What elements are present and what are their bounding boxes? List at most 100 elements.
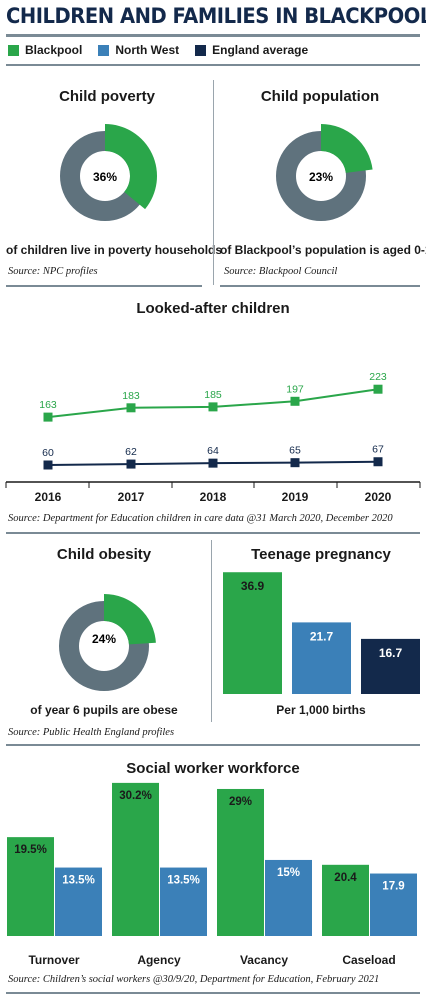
title-rule [6, 34, 420, 37]
england-label-2016: 60 [42, 447, 54, 459]
england-point-2017 [126, 459, 136, 469]
blackpool-label-2019: 197 [286, 383, 304, 395]
legend-label-england: England average [212, 43, 309, 57]
legend-item-england: England average [195, 43, 308, 57]
legend-swatch-england [195, 44, 207, 56]
legend-swatch-north-west [98, 44, 110, 56]
workforce-title: Social worker workforce [126, 760, 300, 777]
page-title: CHILDREN AND FAMILIES IN BLACKPOOL [6, 4, 426, 28]
pregnancy-label-england: 16.7 [379, 646, 403, 660]
pregnancy-bar-england [361, 638, 420, 694]
workforce-label-vacancy-blackpool: 29% [229, 796, 252, 808]
blackpool-point-2016 [43, 412, 53, 422]
poverty-caption: of children live in poverty households [6, 243, 223, 257]
blackpool-label-2018: 185 [204, 389, 222, 401]
obesity-title: Child obesity [56, 546, 152, 563]
x-tick-label-2019: 2019 [282, 490, 309, 504]
england-point-2020 [373, 457, 383, 467]
pregnancy-chart: 36.9 21.7 16.7 [223, 572, 420, 694]
workforce-label-caseload-blackpool: 20.4 [334, 872, 357, 884]
legend-rule [6, 64, 420, 66]
pregnancy-title: Teenage pregnancy [251, 546, 391, 563]
workforce-bar-turnover-north-west [55, 867, 102, 936]
obesity-source: Source: Public Health England profiles [8, 727, 175, 738]
poverty-donut: 36% [60, 124, 158, 221]
workforce-bar-turnover-blackpool [7, 837, 54, 936]
workforce-category-turnover: Turnover [28, 953, 79, 967]
blackpool-label-2020: 223 [369, 371, 387, 383]
workforce-chart: 19.5% 13.5% Turnover 30.2% 13.5% Agency 29% 15%… [7, 782, 417, 967]
looked-after-source: Source: Department for Education childre… [8, 513, 393, 524]
blackpool-point-2019 [290, 396, 300, 406]
population-caption: of Blackpool’s population is aged 0-19 [220, 243, 426, 257]
population-title: Child population [260, 88, 380, 105]
pregnancy-caption: Per 1,000 births [276, 703, 366, 717]
blackpool-label-2017: 183 [122, 390, 140, 402]
looked-after-rule [6, 532, 420, 534]
workforce-bar-agency-blackpool [112, 782, 159, 936]
england-point-2016 [43, 460, 53, 470]
poverty-title: Child poverty [59, 88, 155, 105]
england-point-2018 [208, 458, 218, 468]
x-tick-label-2020: 2020 [365, 490, 392, 504]
workforce-bar-caseload-north-west [370, 873, 417, 936]
pregnancy-bar-blackpool [223, 572, 282, 694]
workforce-category-agency: Agency [137, 953, 181, 967]
looked-after-chart: 2016 2017 2018 2019 2020 163 183 185 197 223 60 62 6… [5, 371, 421, 504]
workforce-label-agency-blackpool: 30.2% [119, 790, 152, 802]
workforce-rule [6, 992, 420, 994]
blackpool-label-2016: 163 [39, 399, 57, 411]
workforce-label-caseload-north-west: 17.9 [382, 881, 404, 893]
obesity-rule [6, 744, 420, 746]
obesity-value: 24% [92, 632, 116, 646]
pregnancy-label-blackpool: 36.9 [241, 579, 265, 593]
england-label-2019: 65 [289, 445, 301, 457]
workforce-bar-vacancy-north-west [265, 859, 312, 936]
poverty-slice-blackpool [105, 124, 158, 210]
england-label-2017: 62 [125, 446, 137, 458]
legend-label-north-west: North West [115, 43, 180, 57]
poverty-source: Source: NPC profiles [8, 266, 98, 277]
x-tick-label-2018: 2018 [200, 490, 227, 504]
obesity-slice-blackpool [104, 594, 156, 645]
legend: Blackpool North West England average [8, 43, 324, 57]
x-tick-label-2017: 2017 [118, 490, 145, 504]
x-tick-label-2016: 2016 [35, 490, 62, 504]
workforce-label-turnover-north-west: 13.5% [62, 875, 95, 887]
pregnancy-bar-north-west [292, 622, 351, 694]
poverty-donut-group [60, 124, 158, 221]
workforce-category-vacancy: Vacancy [240, 953, 288, 967]
population-donut: 23% [276, 124, 373, 221]
population-donut-group [276, 124, 373, 221]
blackpool-point-2018 [208, 402, 218, 412]
legend-swatch-blackpool [8, 44, 19, 56]
obesity-donut: 24% [59, 594, 156, 691]
workforce-label-agency-north-west: 13.5% [167, 875, 200, 887]
population-slice-blackpool [321, 124, 373, 173]
poverty-value: 36% [93, 170, 117, 184]
legend-item-blackpool: Blackpool [8, 43, 82, 57]
workforce-source: Source: Children’s social workers @30/9/… [8, 974, 380, 985]
population-value: 23% [309, 170, 333, 184]
legend-item-north-west: North West [98, 43, 179, 57]
obesity-donut-group [59, 594, 156, 691]
middle-divider [211, 540, 212, 722]
workforce-bar-caseload-blackpool [322, 864, 369, 936]
workforce-bar-vacancy-blackpool [217, 788, 264, 936]
pregnancy-label-north-west: 21.7 [310, 629, 334, 643]
england-label-2018: 64 [207, 445, 219, 457]
workforce-label-vacancy-north-west: 15% [277, 867, 300, 879]
obesity-caption: of year 6 pupils are obese [30, 703, 178, 717]
blackpool-point-2020 [373, 384, 383, 394]
workforce-bar-agency-north-west [160, 867, 207, 936]
poverty-rule [6, 285, 202, 287]
top-divider [213, 80, 214, 285]
workforce-category-caseload: Caseload [342, 953, 395, 967]
blackpool-point-2017 [126, 403, 136, 413]
workforce-label-turnover-blackpool: 19.5% [14, 844, 47, 856]
legend-label-blackpool: Blackpool [25, 43, 83, 57]
population-rule [220, 285, 420, 287]
population-source: Source: Blackpool Council [224, 266, 338, 277]
england-point-2019 [290, 458, 300, 468]
england-label-2020: 67 [372, 444, 384, 456]
